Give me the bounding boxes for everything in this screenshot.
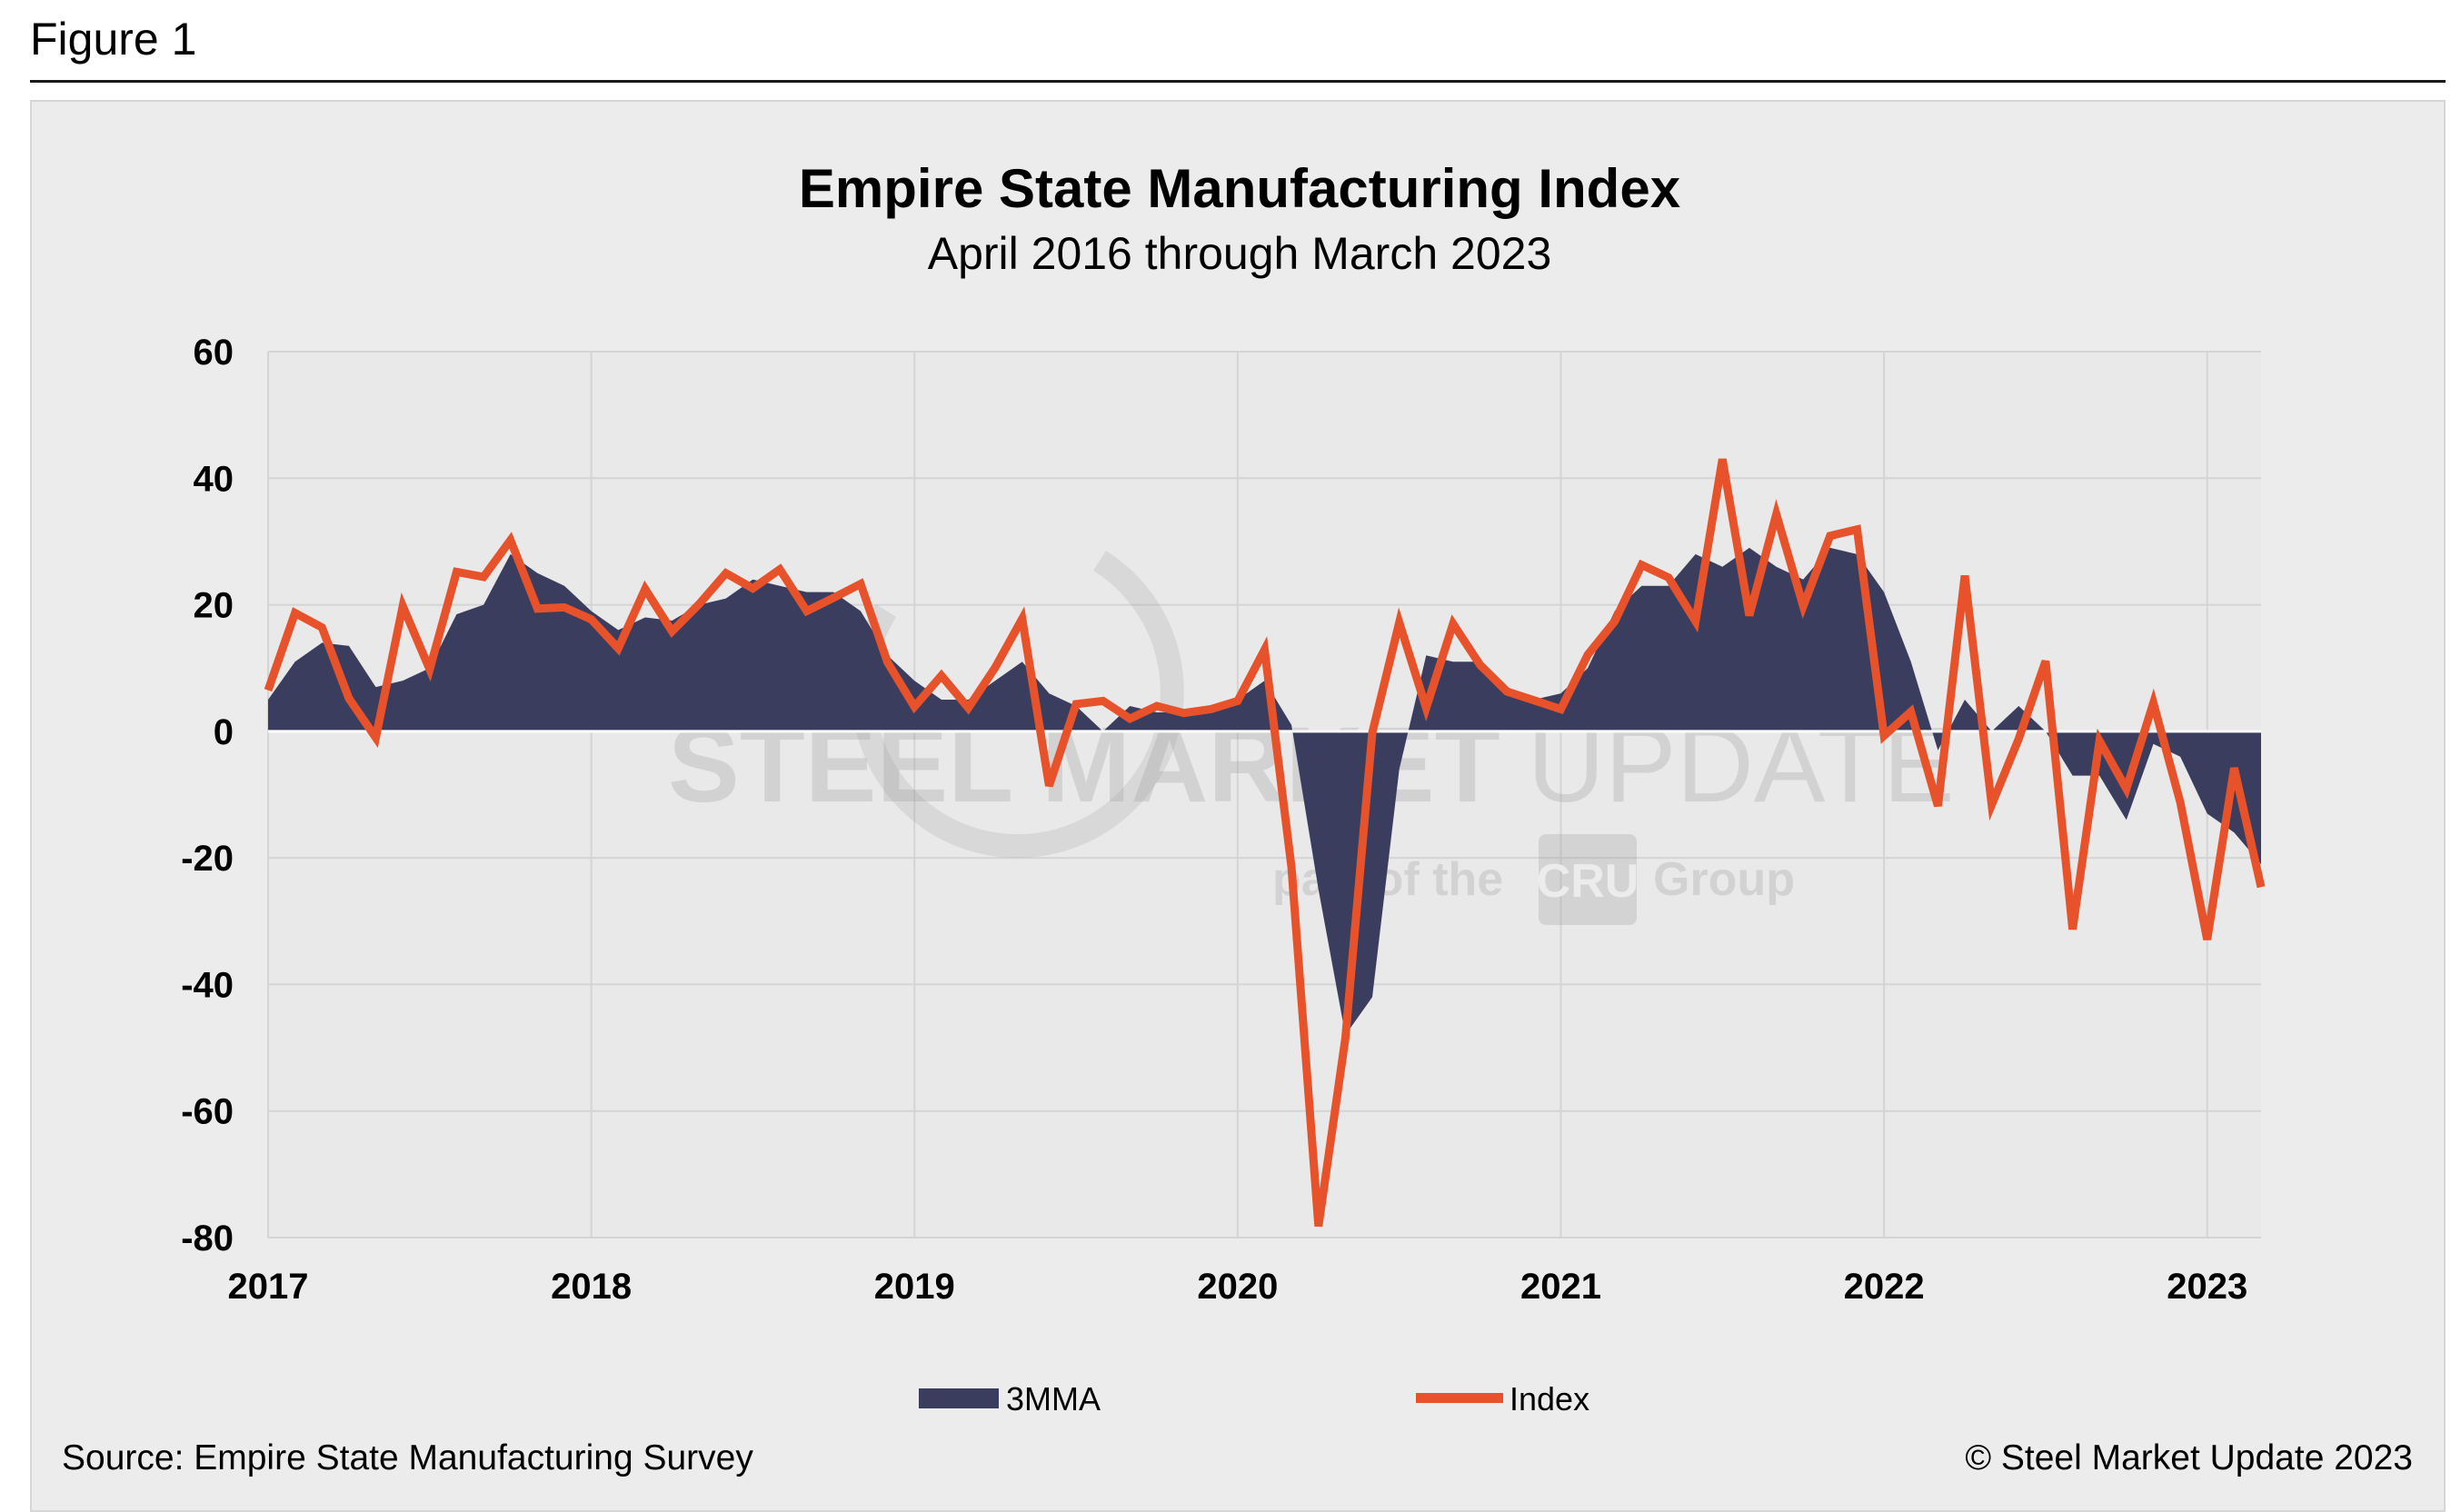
watermark-logo-text: CRU [1537,855,1639,908]
watermark-group-text: Group [1653,853,1795,906]
copyright-text: © Steel Market Update 2023 [1965,1438,2413,1477]
plot-area [268,352,2261,1238]
chart-svg: Empire State Manufacturing Index April 2… [62,158,2413,1477]
series-index-line [264,458,2266,1228]
chart-title: Empire State Manufacturing Index [799,158,1680,219]
x-tick-label-4: 2021 [1520,1267,1601,1307]
legend-index-swatch [1416,1393,1503,1403]
y-tick-label-4: -20 [181,839,234,879]
y-tick-label-0: 60 [194,333,234,373]
series-3mma-area [268,547,2261,1036]
x-axis-tick-labels: 2017 2018 2019 2020 2021 2022 2023 [228,1267,2248,1307]
figure-label: Figure 1 [30,14,197,65]
header-rule [30,80,2446,83]
source-text: Source: Empire State Manufacturing Surve… [62,1438,753,1477]
x-tick-label-2: 2019 [874,1267,955,1307]
legend-3mma-label: 3MMA [1006,1380,1101,1418]
legend-index-label: Index [1509,1380,1589,1418]
x-tick-label-1: 2018 [551,1267,632,1307]
watermark-logo-box [1539,834,1637,925]
x-tick-label-6: 2023 [2167,1267,2247,1307]
y-tick-label-3: 0 [214,712,234,752]
chart-subtitle: April 2016 through March 2023 [928,228,1552,279]
y-tick-label-7: -80 [181,1219,234,1258]
y-axis-tick-labels: 60 40 20 0 -20 -40 -60 -80 [181,333,234,1258]
x-tick-label-5: 2022 [1844,1267,1925,1307]
chart-panel: Empire State Manufacturing Index April 2… [30,100,2446,1512]
legend: 3MMA Index [919,1380,1589,1418]
y-tick-label-5: -40 [181,965,234,1005]
y-tick-label-6: -60 [181,1092,234,1132]
y-tick-label-2: 20 [194,586,234,626]
x-tick-label-0: 2017 [228,1267,309,1307]
x-tick-label-3: 2020 [1197,1267,1278,1307]
y-tick-label-1: 40 [194,459,234,499]
legend-3mma-swatch [919,1388,999,1408]
